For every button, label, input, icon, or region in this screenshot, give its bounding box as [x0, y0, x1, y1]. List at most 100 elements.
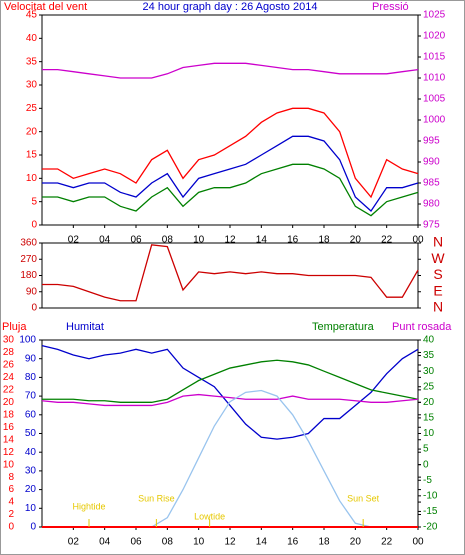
- x-tick-label: 12: [224, 537, 236, 548]
- y-tick-label: 0: [31, 303, 37, 314]
- y2-axis-label: Pressió: [372, 1, 409, 13]
- y-tick-label: 40: [25, 447, 37, 458]
- x-tick-label: 16: [287, 537, 299, 548]
- x-tick-label: 10: [193, 235, 205, 246]
- annotation: Lowtide: [194, 511, 225, 521]
- y-tick-label: 985: [423, 178, 440, 189]
- y-tick-label: -5: [423, 475, 432, 486]
- y-tick-label: 975: [423, 220, 440, 231]
- series-line: [41, 344, 419, 440]
- x-tick-label: 02: [68, 235, 80, 246]
- y-tick-label: 1015: [423, 52, 446, 63]
- y-tick-label: 90: [26, 286, 38, 297]
- legend-entry: Temperatura: [312, 321, 375, 333]
- y-tick-label: -10: [423, 490, 438, 501]
- y-tick-label: 25: [26, 103, 38, 114]
- y-tick-label: 0: [8, 522, 14, 533]
- annotation: Sun Set: [347, 493, 380, 503]
- y-tick-label: 4: [8, 497, 14, 508]
- y-tick-label: 10: [423, 428, 435, 439]
- y-tick-label: 80: [25, 372, 37, 383]
- y-tick-label: 20: [3, 397, 15, 408]
- y-tick-label: -20: [423, 522, 438, 533]
- y-tick-label: 20: [26, 126, 38, 137]
- y-tick-label: 10: [25, 503, 37, 514]
- y-tick-label: 0: [31, 220, 37, 231]
- x-tick-label: 14: [256, 235, 268, 246]
- y-tick-label: 5: [423, 444, 429, 455]
- x-tick-label: 06: [130, 235, 142, 246]
- annotation: Sun Rise: [138, 493, 175, 503]
- x-tick-label: 06: [130, 537, 142, 548]
- y-tick-label: 15: [423, 413, 435, 424]
- y-tick-label: 22: [3, 385, 15, 396]
- x-tick-label: 10: [193, 537, 205, 548]
- y-tick-label: 18: [3, 409, 15, 420]
- y-tick-label: 990: [423, 157, 440, 168]
- y-tick-label: 270: [20, 254, 37, 265]
- annotation: Hightide: [72, 501, 105, 511]
- series-line: [41, 393, 419, 407]
- series-line: [42, 135, 419, 212]
- y-tick-label: 40: [26, 33, 38, 44]
- y-tick-label: 1010: [423, 73, 446, 84]
- y-tick-label: 20: [25, 484, 37, 495]
- y-tick-label: 1020: [423, 31, 446, 42]
- y-tick-label: 0: [423, 459, 429, 470]
- x-tick-label: 08: [162, 235, 174, 246]
- y-tick-label: 45: [26, 10, 38, 21]
- y-tick-label: 20: [423, 397, 435, 408]
- y-tick-label: W: [431, 250, 445, 266]
- chart-title: 24 hour graph day : 26 Agosto 2014: [143, 1, 318, 13]
- series-line: [42, 244, 419, 302]
- y-tick-label: 360: [20, 238, 37, 249]
- x-tick-label: 08: [162, 537, 174, 548]
- plot-area: [41, 242, 419, 309]
- plot-area: [41, 339, 419, 528]
- x-tick-label: 16: [287, 235, 299, 246]
- x-tick-label: 14: [256, 537, 268, 548]
- y-tick-label: S: [433, 266, 442, 282]
- y-tick-label: N: [433, 234, 443, 250]
- legend-entry: Humitat: [66, 321, 104, 333]
- series-line: [42, 62, 419, 79]
- y-tick-label: 35: [423, 350, 435, 361]
- y-tick-label: -15: [423, 506, 438, 517]
- y-tick-label: 40: [423, 335, 435, 346]
- y-tick-label: 1025: [423, 10, 446, 21]
- y-tick-label: 35: [26, 56, 38, 67]
- y-tick-label: 980: [423, 199, 440, 210]
- y-tick-label: 180: [20, 270, 37, 281]
- y-tick-label: 25: [423, 381, 435, 392]
- x-tick-label: 00: [412, 537, 424, 548]
- y-tick-label: 30: [26, 80, 38, 91]
- y-tick-label: 50: [25, 428, 37, 439]
- y-tick-label: 14: [3, 434, 15, 445]
- x-tick-label: 04: [99, 537, 111, 548]
- x-tick-label: 20: [350, 235, 362, 246]
- x-tick-label: 22: [381, 235, 393, 246]
- series-line: [42, 359, 419, 403]
- y-tick-label: 26: [3, 360, 15, 371]
- x-tick-label: 00: [412, 235, 424, 246]
- y-tick-label: 28: [3, 347, 15, 358]
- x-tick-label: 20: [350, 537, 362, 548]
- x-tick-label: 18: [318, 235, 330, 246]
- y-tick-label: 995: [423, 136, 440, 147]
- y-tick-label: 1000: [423, 115, 446, 126]
- x-tick-label: 12: [224, 235, 236, 246]
- series-line: [42, 163, 419, 217]
- y-tick-label: 10: [26, 173, 38, 184]
- y-tick-label: 2: [8, 509, 14, 520]
- legend-entry: Punt rosada: [392, 321, 452, 333]
- y-tick-label: 8: [8, 472, 14, 483]
- y-tick-label: 30: [3, 335, 15, 346]
- series-line: [42, 107, 419, 199]
- y-tick-label: 30: [423, 366, 435, 377]
- legend-entry: Pluja: [2, 321, 27, 333]
- y-tick-label: 70: [25, 391, 37, 402]
- x-tick-label: 04: [99, 235, 111, 246]
- y-tick-label: 6: [8, 484, 14, 495]
- x-tick-label: 22: [381, 537, 393, 548]
